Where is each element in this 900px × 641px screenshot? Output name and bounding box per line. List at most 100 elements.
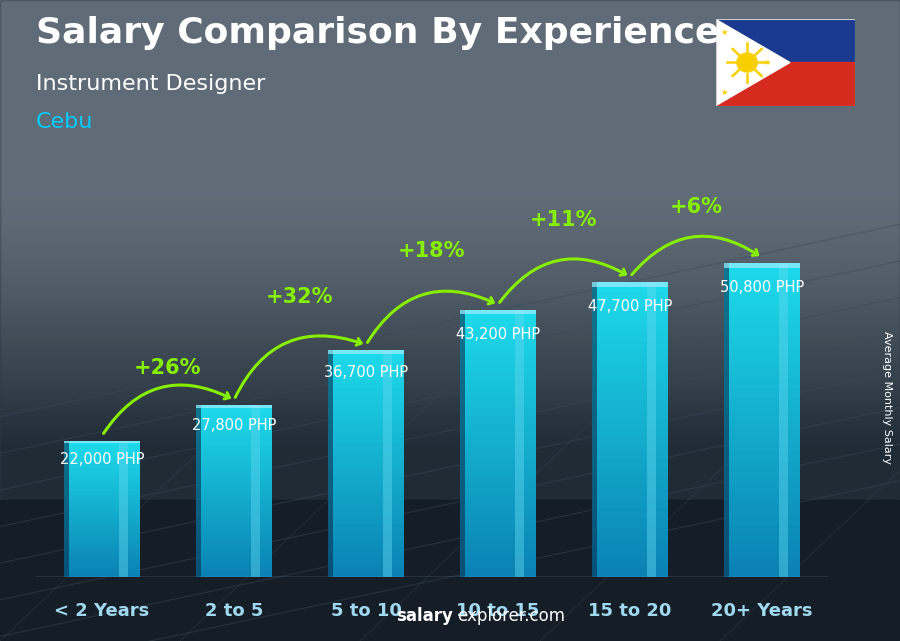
Circle shape (737, 53, 758, 72)
Bar (460, 501, 536, 506)
Bar (724, 336, 800, 341)
Bar (195, 474, 273, 476)
Bar (195, 460, 273, 462)
Bar (328, 452, 404, 456)
Bar (328, 354, 404, 357)
Bar (460, 385, 536, 390)
Bar (724, 498, 800, 504)
Bar (724, 383, 800, 388)
Bar (195, 571, 273, 574)
Bar (724, 320, 800, 326)
Bar (64, 479, 140, 481)
Bar (724, 326, 800, 331)
Bar (328, 448, 404, 452)
Bar (64, 466, 140, 468)
Bar (460, 572, 536, 577)
Bar (328, 376, 404, 380)
Bar (591, 365, 669, 370)
Bar (328, 520, 404, 524)
Bar (328, 551, 404, 554)
Bar (724, 440, 800, 446)
Bar (195, 574, 273, 577)
Bar (591, 538, 669, 542)
Bar (591, 459, 669, 463)
Bar (328, 399, 404, 403)
Bar (328, 361, 404, 365)
Bar (724, 514, 800, 519)
Bar (591, 474, 669, 478)
Bar (724, 493, 800, 498)
Bar (328, 562, 404, 565)
Text: Salary Comparison By Experience: Salary Comparison By Experience (36, 16, 719, 50)
Bar (328, 350, 404, 354)
Bar (64, 540, 140, 543)
Bar (328, 539, 404, 543)
Bar (328, 569, 404, 573)
Text: 10 to 15: 10 to 15 (456, 602, 540, 620)
Bar (591, 478, 669, 483)
Bar (195, 565, 273, 569)
Bar (460, 310, 536, 314)
Bar (195, 542, 273, 545)
Bar (328, 414, 404, 418)
Text: 22,000 PHP: 22,000 PHP (59, 452, 144, 467)
Bar (591, 518, 669, 523)
Bar (591, 375, 669, 380)
Bar (328, 365, 404, 369)
Bar (64, 559, 140, 561)
Bar (64, 456, 140, 459)
Bar (64, 475, 140, 477)
Polygon shape (716, 19, 790, 106)
Text: 43,200 PHP: 43,200 PHP (456, 327, 540, 342)
Bar (195, 569, 273, 571)
Bar (195, 454, 273, 456)
Bar (328, 403, 404, 406)
Bar (460, 408, 536, 412)
Bar (724, 462, 800, 467)
Bar (328, 357, 404, 361)
Bar (724, 435, 800, 440)
Bar (460, 524, 536, 528)
Text: +26%: +26% (134, 358, 202, 378)
Bar (195, 485, 273, 488)
Bar (460, 319, 536, 323)
Bar (724, 315, 800, 320)
Bar (591, 553, 669, 557)
Bar (591, 316, 669, 321)
Bar (724, 283, 800, 288)
Bar (328, 528, 404, 531)
Bar (591, 336, 669, 341)
Bar (591, 503, 669, 508)
Bar (460, 310, 536, 314)
Bar (119, 441, 128, 577)
Bar (64, 534, 140, 536)
Bar (724, 404, 800, 409)
Bar (328, 410, 404, 414)
Bar (460, 452, 536, 456)
Bar (460, 545, 536, 550)
Bar (591, 321, 669, 326)
Bar (64, 563, 140, 565)
Bar (64, 493, 140, 495)
Bar (591, 523, 669, 528)
Bar (591, 513, 669, 518)
Bar (460, 510, 536, 515)
Bar (64, 531, 140, 534)
Bar (328, 456, 404, 460)
Bar (328, 558, 404, 562)
Text: Cebu: Cebu (36, 112, 94, 132)
Bar (724, 409, 800, 415)
Bar (460, 541, 536, 545)
Bar (724, 446, 800, 451)
Bar (64, 461, 140, 463)
Bar (591, 281, 597, 577)
Bar (460, 430, 536, 435)
Bar (64, 504, 140, 506)
Bar (64, 447, 140, 450)
Bar (591, 547, 669, 553)
Bar (724, 273, 800, 278)
Bar (195, 408, 273, 411)
Bar (591, 508, 669, 513)
Bar (195, 431, 273, 433)
Bar (460, 394, 536, 399)
